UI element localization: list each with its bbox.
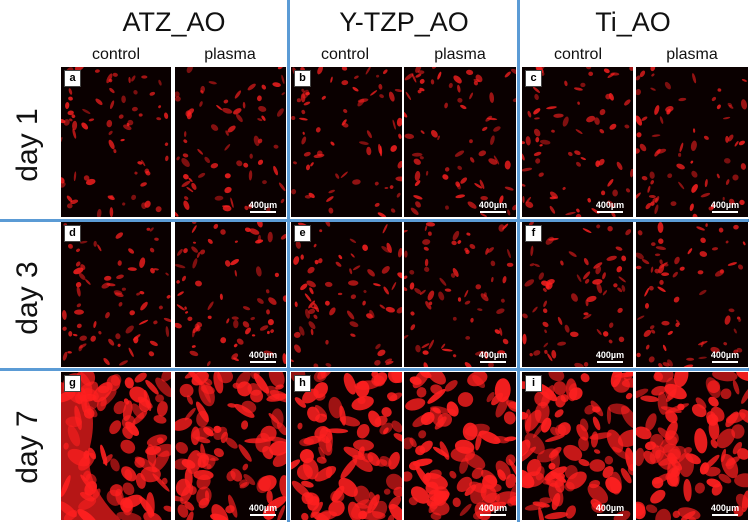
micrograph-atz-plasma-day-7: 400µm — [175, 372, 286, 520]
scale-bar-line — [597, 361, 623, 363]
day-label-7: day 7 — [11, 410, 44, 484]
panel-letter: d — [64, 225, 81, 242]
scale-bar: 400µm — [476, 200, 510, 213]
micrograph-ytzp-control-day-1: b — [291, 67, 402, 217]
scale-bar-line — [712, 211, 738, 213]
micrograph-atz-control-day-3: d — [61, 222, 171, 367]
micrograph-ytzp-control-day-3: e — [291, 222, 402, 367]
scale-bar: 400µm — [593, 200, 627, 213]
group-title-ytzp: Y-TZP_AO — [339, 7, 469, 37]
micrograph-ytzp-plasma-day-1: 400µm — [404, 67, 516, 217]
divider-horizontal-1 — [0, 219, 749, 222]
scale-bar: 400µm — [708, 200, 742, 213]
scale-bar-label: 400µm — [478, 350, 508, 360]
scale-bar: 400µm — [476, 503, 510, 516]
micrograph-ti-control-day-3: f 400µm — [522, 222, 633, 367]
scale-bar-label: 400µm — [595, 350, 625, 360]
scale-bar: 400µm — [708, 503, 742, 516]
scale-bar-line — [480, 211, 506, 213]
group-title-ti: Ti_AO — [595, 7, 671, 37]
day-label-1: day 1 — [11, 108, 44, 182]
group-title-atz: ATZ_AO — [122, 7, 226, 37]
micrograph-ti-plasma-day-3: 400µm — [636, 222, 748, 367]
scale-bar-line — [480, 361, 506, 363]
divider-horizontal-2 — [0, 368, 749, 371]
scale-bar-label: 400µm — [710, 350, 740, 360]
scale-bar-label: 400µm — [248, 200, 278, 210]
scale-bar: 400µm — [476, 350, 510, 363]
label-ytzp-control: control — [320, 46, 370, 63]
scale-bar-line — [712, 361, 738, 363]
scale-bar-line — [250, 361, 276, 363]
micrograph-ti-plasma-day-7: 400µm — [636, 372, 748, 520]
micrograph-atz-control-day-1: a — [61, 67, 171, 217]
scale-bar-label: 400µm — [248, 503, 278, 513]
scale-bar: 400µm — [593, 503, 627, 516]
divider-vertical-2 — [517, 0, 520, 522]
label-atz-control: control — [91, 46, 141, 63]
panel-letter: c — [525, 70, 542, 87]
scale-bar-label: 400µm — [710, 200, 740, 210]
scale-bar-label: 400µm — [595, 200, 625, 210]
micrograph-ytzp-plasma-day-7: 400µm — [404, 372, 516, 520]
scale-bar: 400µm — [246, 200, 280, 213]
panel-letter: g — [64, 375, 81, 392]
label-ytzp-plasma: plasma — [434, 46, 486, 63]
panel-letter: i — [525, 375, 542, 392]
micrograph-ytzp-control-day-7: h — [291, 372, 402, 520]
divider-vertical-1 — [287, 0, 290, 522]
scale-bar-line — [480, 514, 506, 516]
micrograph-atz-plasma-day-1: 400µm — [175, 67, 286, 217]
scale-bar: 400µm — [593, 350, 627, 363]
scale-bar-label: 400µm — [478, 503, 508, 513]
scale-bar: 400µm — [246, 503, 280, 516]
micrograph-atz-plasma-day-3: 400µm — [175, 222, 286, 367]
scale-bar-line — [597, 514, 623, 516]
panel-letter: a — [64, 70, 81, 87]
micrograph-atz-control-day-7: g — [61, 372, 171, 520]
scale-bar: 400µm — [708, 350, 742, 363]
day-label-3: day 3 — [11, 261, 44, 335]
micrograph-ti-control-day-7: i 400µm — [522, 372, 633, 520]
panel-letter: b — [294, 70, 311, 87]
scale-bar-label: 400µm — [248, 350, 278, 360]
panel-letter: h — [294, 375, 311, 392]
micrograph-ti-control-day-1: c 400µm — [522, 67, 633, 217]
micrograph-ytzp-plasma-day-3: 400µm — [404, 222, 516, 367]
panel-letter: f — [525, 225, 542, 242]
micrograph-ti-plasma-day-1: 400µm — [636, 67, 748, 217]
panel-letter: e — [294, 225, 311, 242]
scale-bar: 400µm — [246, 350, 280, 363]
scale-bar-label: 400µm — [478, 200, 508, 210]
scale-bar-line — [250, 211, 276, 213]
label-ti-control: control — [553, 46, 603, 63]
scale-bar-line — [712, 514, 738, 516]
scale-bar-line — [597, 211, 623, 213]
scale-bar-line — [250, 514, 276, 516]
scale-bar-label: 400µm — [595, 503, 625, 513]
label-atz-plasma: plasma — [204, 46, 256, 63]
scale-bar-label: 400µm — [710, 503, 740, 513]
label-ti-plasma: plasma — [666, 46, 718, 63]
